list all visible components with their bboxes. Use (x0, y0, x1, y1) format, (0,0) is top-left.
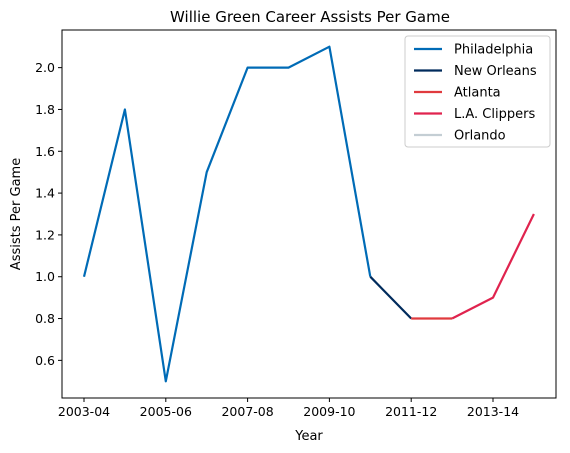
legend-label: Orlando (454, 129, 506, 144)
x-axis: 2003-04 2005-06 2007-08 2009-10 2011-12 2013-… (58, 398, 519, 419)
x-tick-label: 2011-12 (385, 404, 437, 419)
legend-label: L.A. Clippers (454, 107, 535, 122)
x-tick-label: 2009-10 (303, 404, 355, 419)
legend-label: Philadelphia (454, 43, 533, 58)
series-line-new-orleans (369, 275, 412, 320)
y-tick-label: 1.8 (35, 102, 55, 117)
y-tick-label: 2.0 (35, 60, 55, 75)
legend-label: Atlanta (454, 86, 501, 101)
plot-frame (61, 29, 557, 399)
y-tick-label: 0.8 (35, 311, 55, 326)
x-tick-label: 2013-14 (467, 404, 519, 419)
y-tick-label: 1.2 (35, 227, 55, 242)
legend: Philadelphia New Orleans Atlanta L.A. Clipp… (404, 35, 551, 148)
y-tick-label: 0.6 (35, 353, 55, 368)
y-tick-label: 1.6 (35, 144, 55, 159)
y-axis: 0.6 0.8 1.0 1.2 1.4 1.6 1.8 2.0 (35, 60, 62, 368)
series-line-philadelphia (82, 45, 372, 383)
y-tick-label: 1.4 (35, 186, 55, 201)
x-axis-label: Year (294, 429, 323, 444)
chart-title: Willie Green Career Assists Per Game (170, 8, 450, 26)
x-tick-label: 2005-06 (140, 404, 192, 419)
legend-label: New Orleans (454, 64, 537, 79)
x-tick-label: 2007-08 (221, 404, 273, 419)
series-layer (82, 45, 535, 383)
y-axis-label: Assists Per Game (9, 158, 24, 270)
y-tick-label: 1.0 (35, 269, 55, 284)
legend-box (404, 35, 551, 148)
x-tick-label: 2003-04 (58, 404, 110, 419)
series-line-l-a-clippers (451, 213, 535, 320)
